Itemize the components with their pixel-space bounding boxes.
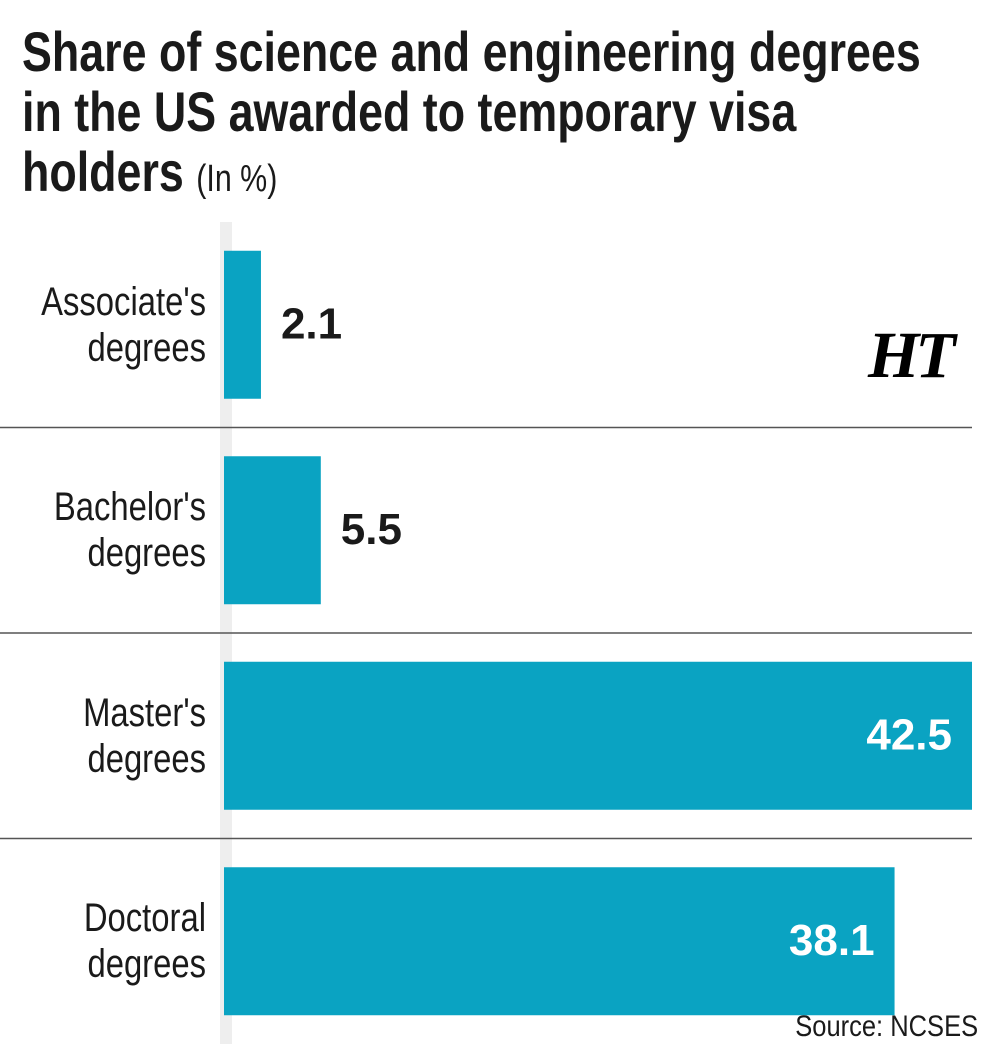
category-label: Bachelor's degrees — [53, 485, 206, 576]
value-label: 42.5 — [866, 710, 952, 759]
category-label: Doctoral degrees — [83, 896, 206, 987]
category-label: Master's degrees — [83, 690, 206, 781]
chart-subtitle: (In %) — [196, 158, 278, 200]
bar — [224, 661, 972, 810]
chart-title-block: Share of science and engineering degrees… — [22, 22, 966, 209]
logo: HT — [868, 319, 956, 392]
value-label: 38.1 — [789, 916, 875, 965]
category-label: Associate's degrees — [41, 279, 206, 370]
bar — [224, 250, 261, 399]
value-label: 5.5 — [341, 505, 402, 554]
bar — [224, 867, 895, 1016]
value-label: 2.1 — [281, 299, 342, 348]
chart-title: Share of science and engineering degrees… — [22, 20, 921, 203]
bar — [224, 456, 321, 605]
source-note: Source: NCSES — [795, 1010, 978, 1043]
